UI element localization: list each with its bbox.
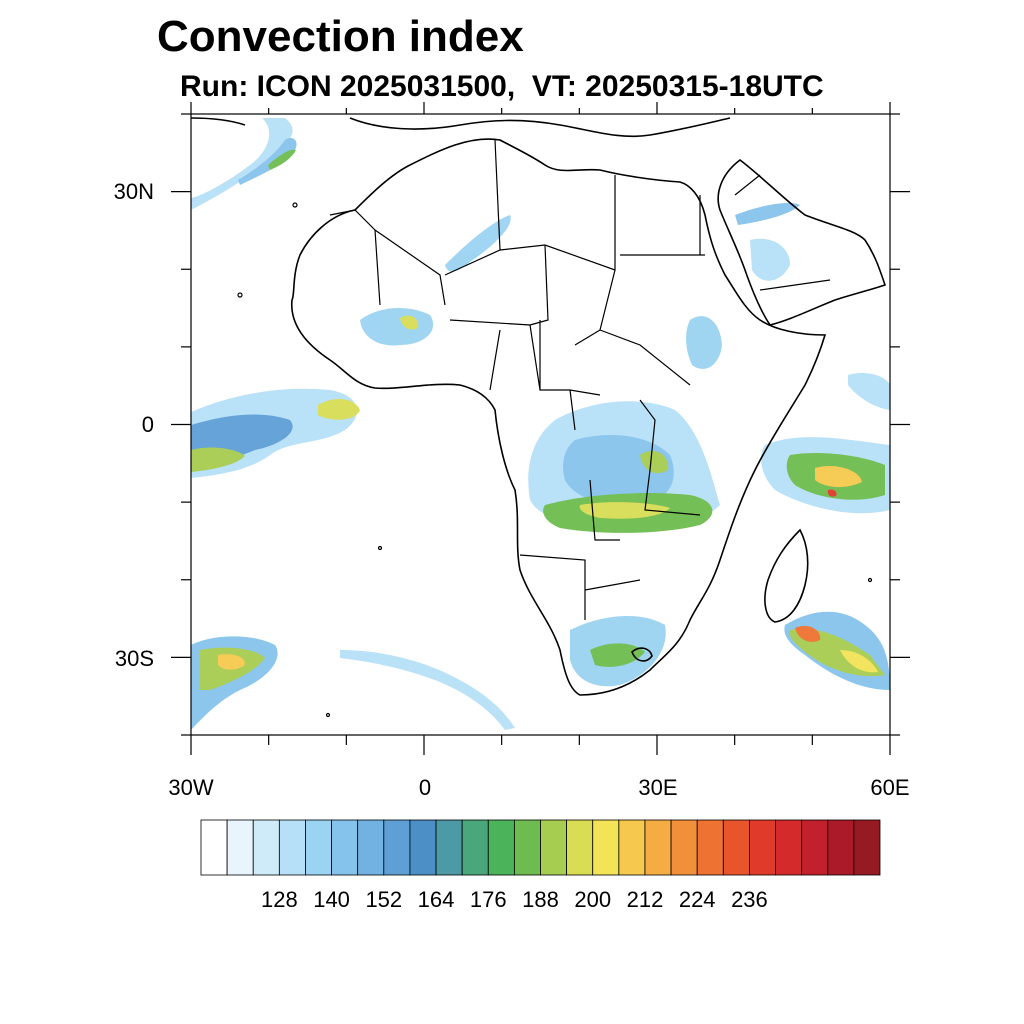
convection-region [218, 654, 245, 670]
lat-label-30s: 30S [114, 646, 154, 671]
convection-region [795, 625, 821, 642]
convection-region [735, 203, 800, 225]
convection-region [360, 308, 434, 346]
colorbar-swatch [331, 819, 359, 876]
convection-region [640, 450, 669, 474]
convection-region [579, 502, 670, 519]
convection-region [590, 643, 645, 667]
colorbar-label: 200 [574, 887, 612, 912]
lon-label-30w: 30W [168, 775, 214, 800]
colorbar-swatch [827, 819, 855, 876]
lon-label-0: 0 [418, 775, 432, 800]
colorbar-swatch [487, 819, 515, 876]
lon-label-30e: 30E [638, 775, 678, 800]
colorbar-label: 128 [260, 887, 298, 912]
colorbar-swatch [540, 819, 568, 876]
convection-region [318, 398, 360, 420]
lat-label-0: 0 [141, 412, 154, 437]
colorbar-swatch [566, 819, 594, 876]
colorbar-swatch [618, 819, 646, 876]
convection-region [191, 447, 245, 472]
colorbar-label: 140 [313, 887, 350, 912]
colorbar-swatch [749, 819, 776, 876]
colorbar-label: 152 [365, 887, 403, 912]
coastline [631, 647, 653, 662]
chart-subtitle: Run: ICON 2025031500, VT: 20250315-18UTC [180, 70, 824, 103]
lat-label-30n: 30N [113, 179, 154, 204]
colorbar-swatch [357, 819, 385, 876]
island [377, 545, 383, 551]
country-borders [329, 139, 831, 620]
colorbar-swatch [696, 819, 724, 876]
border [329, 139, 831, 620]
colorbar-label: 224 [678, 887, 716, 912]
colorbar-label: 164 [417, 887, 455, 912]
coastline [717, 158, 887, 326]
colorbar-swatch [200, 819, 228, 876]
convection-region [340, 650, 515, 730]
coastline [290, 138, 827, 696]
colorbar-swatch [853, 819, 881, 876]
convection-region [750, 238, 790, 281]
lon-label-60e: 60E [870, 775, 910, 800]
colorbar-swatch [252, 819, 280, 876]
convection-region [191, 118, 293, 210]
coastlines [191, 117, 887, 696]
convection-region [400, 315, 419, 330]
colorbar-swatch [383, 819, 411, 876]
colorbar-swatch [801, 819, 829, 876]
coastline [191, 117, 731, 138]
map-layer [191, 117, 890, 730]
colorbar-label: 176 [469, 887, 507, 912]
colorbar-swatch [278, 819, 306, 876]
colorbar-swatch [305, 819, 332, 876]
convection-field [191, 118, 890, 730]
colorbar-label: 188 [522, 887, 559, 912]
colorbar-swatch [775, 819, 803, 876]
colorbar-swatch [722, 819, 750, 876]
chart-title: Convection index [157, 12, 524, 61]
colorbar-label: 212 [626, 887, 664, 912]
island [237, 292, 243, 298]
colorbar-swatch [670, 819, 698, 876]
convection-region [815, 465, 862, 488]
island [325, 712, 331, 718]
convection-region [445, 215, 511, 272]
colorbar-swatch [513, 819, 541, 876]
convection-region [238, 138, 297, 185]
convection-region [840, 650, 878, 673]
colorbar-swatch [435, 819, 463, 876]
colorbar-swatch [592, 819, 620, 876]
islands [237, 202, 873, 718]
convection-region [827, 489, 837, 497]
colorbar-swatch [226, 819, 254, 876]
colorbar-swatch [644, 819, 672, 876]
island [292, 202, 298, 208]
convection-region [848, 373, 890, 410]
colorbar-swatch [461, 819, 489, 876]
colorbar [200, 819, 881, 876]
convection-region [268, 149, 296, 170]
colorbar-swatch [409, 819, 437, 876]
map-ticks [171, 102, 910, 755]
convection-region [686, 316, 722, 369]
coastline [764, 528, 809, 623]
colorbar-label: 236 [731, 887, 768, 912]
island [867, 577, 873, 583]
